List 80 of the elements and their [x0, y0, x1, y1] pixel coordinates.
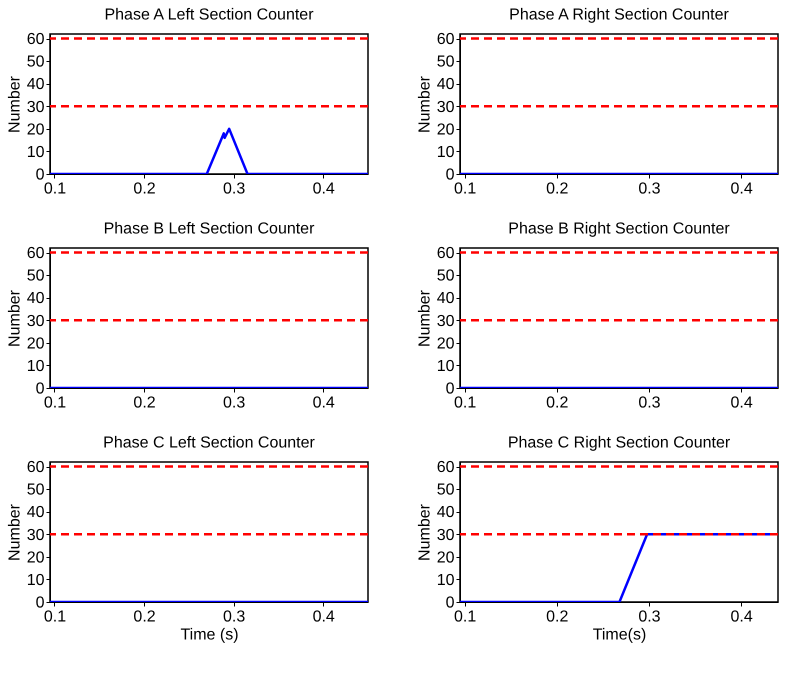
y-tick-label: 10 — [436, 144, 455, 161]
y-tick-label: 10 — [26, 572, 45, 589]
x-tick-label: 0.2 — [546, 608, 568, 626]
x-tick-label: 0.4 — [312, 608, 335, 626]
x-axis-title: Time (s) — [180, 626, 239, 644]
y-tick-label: 40 — [26, 290, 45, 308]
chart-title: Phase A Right Section Counter — [509, 6, 730, 24]
x-tick-label: 0.1 — [44, 180, 66, 198]
x-tick-label: 0.3 — [223, 394, 246, 412]
y-tick-label: 10 — [436, 572, 455, 589]
x-tick-label: 0.4 — [730, 608, 753, 626]
y-tick-label: 20 — [26, 335, 45, 352]
y-tick-label: 40 — [436, 504, 455, 522]
y-tick-label: 20 — [26, 121, 45, 138]
y-tick-label: 0 — [446, 594, 455, 612]
y-tick-label: 30 — [26, 98, 45, 116]
y-tick-label: 50 — [436, 482, 455, 499]
x-tick-label: 0.1 — [454, 608, 476, 626]
x-tick-label: 0.2 — [546, 180, 568, 198]
y-tick-label: 30 — [436, 98, 455, 116]
x-tick-label: 0.4 — [312, 180, 335, 198]
y-tick-label: 60 — [436, 31, 455, 48]
y-tick-label: 50 — [26, 54, 45, 71]
x-tick-label: 0.1 — [454, 180, 476, 198]
y-tick-label: 30 — [436, 526, 455, 544]
y-tick-label: 0 — [36, 166, 45, 184]
y-tick-label: 10 — [26, 358, 45, 375]
y-tick-label: 60 — [436, 245, 455, 262]
y-axis-title: Number — [416, 75, 434, 133]
x-tick-label: 0.2 — [133, 180, 156, 198]
y-axis-title: Number — [416, 503, 434, 561]
chart-title: Phase A Left Section Counter — [104, 6, 314, 24]
y-tick-label: 40 — [26, 504, 45, 522]
y-tick-label: 0 — [36, 380, 45, 398]
y-axis-title: Number — [6, 503, 24, 561]
y-tick-label: 0 — [36, 594, 45, 612]
x-axis-title: Time(s) — [592, 626, 646, 644]
y-axis-title: Number — [6, 75, 24, 133]
y-tick-label: 60 — [436, 459, 455, 476]
y-tick-label: 50 — [26, 482, 45, 499]
x-tick-label: 0.3 — [638, 394, 661, 412]
y-tick-label: 20 — [26, 549, 45, 566]
chart-title: Phase B Right Section Counter — [508, 220, 730, 238]
x-tick-label: 0.1 — [454, 394, 476, 412]
y-tick-label: 30 — [436, 312, 455, 330]
y-tick-label: 10 — [26, 144, 45, 161]
x-tick-label: 0.3 — [638, 608, 661, 626]
x-tick-label: 0.3 — [223, 180, 246, 198]
y-tick-label: 60 — [26, 245, 45, 262]
y-tick-label: 50 — [436, 268, 455, 285]
x-tick-label: 0.4 — [312, 394, 335, 412]
chart-title: Phase C Right Section Counter — [508, 434, 731, 452]
y-tick-label: 50 — [436, 54, 455, 71]
y-tick-label: 0 — [446, 380, 455, 398]
x-tick-label: 0.3 — [223, 608, 246, 626]
x-tick-label: 0.1 — [44, 394, 66, 412]
y-tick-label: 40 — [436, 76, 455, 94]
x-tick-label: 0.2 — [133, 608, 156, 626]
y-tick-label: 40 — [436, 290, 455, 308]
y-tick-label: 10 — [436, 358, 455, 375]
y-tick-label: 60 — [26, 31, 45, 48]
y-tick-label: 0 — [446, 166, 455, 184]
y-tick-label: 60 — [26, 459, 45, 476]
y-tick-label: 20 — [436, 549, 455, 566]
y-tick-label: 40 — [26, 76, 45, 94]
y-tick-label: 30 — [26, 526, 45, 544]
chart-title: Phase B Left Section Counter — [104, 220, 316, 238]
y-tick-label: 50 — [26, 268, 45, 285]
chart-title: Phase C Left Section Counter — [103, 434, 316, 452]
x-tick-label: 0.1 — [44, 608, 66, 626]
x-tick-label: 0.4 — [730, 394, 753, 412]
x-tick-label: 0.4 — [730, 180, 753, 198]
y-tick-label: 20 — [436, 121, 455, 138]
y-axis-title: Number — [416, 289, 434, 347]
x-tick-label: 0.3 — [638, 180, 661, 198]
y-axis-title: Number — [6, 289, 24, 347]
x-tick-label: 0.2 — [133, 394, 156, 412]
x-tick-label: 0.2 — [546, 394, 568, 412]
y-tick-label: 30 — [26, 312, 45, 330]
y-tick-label: 20 — [436, 335, 455, 352]
